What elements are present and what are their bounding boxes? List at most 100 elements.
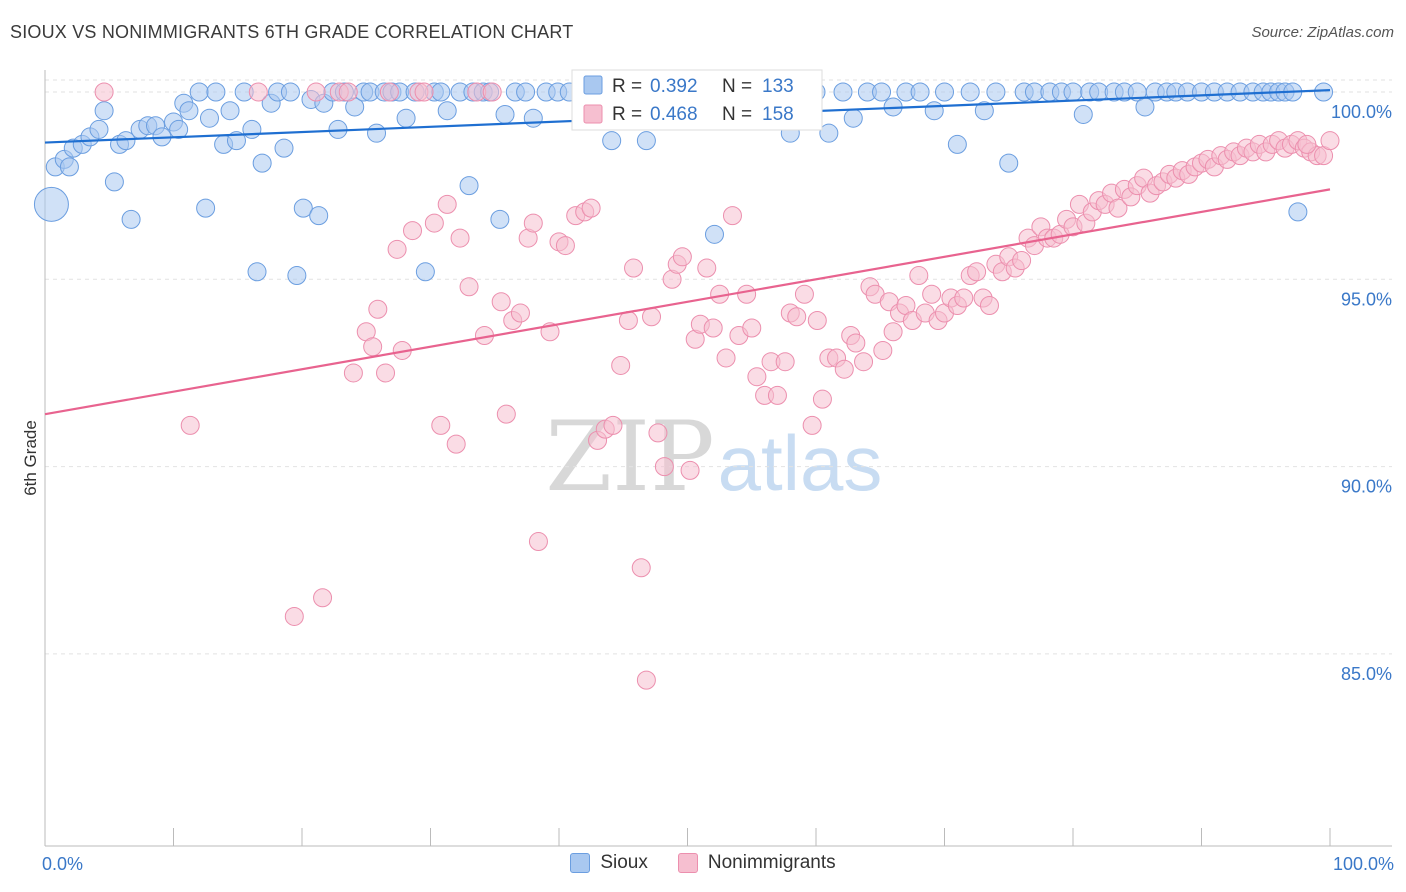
sioux-point bbox=[490, 209, 510, 229]
nonimmigrants-point bbox=[313, 588, 333, 608]
sioux-n-value: 133 bbox=[762, 76, 794, 97]
sioux-point bbox=[636, 131, 656, 151]
y-tick-label: 90.0% bbox=[1341, 477, 1392, 497]
nonimmigrants-point bbox=[787, 307, 807, 327]
nonimmigrants-point bbox=[555, 236, 575, 256]
y-tick-label: 95.0% bbox=[1341, 289, 1392, 309]
nonimmigrants-point bbox=[648, 423, 668, 443]
sioux-point bbox=[960, 82, 980, 102]
nonimmigrants-point bbox=[387, 239, 407, 259]
legend-label-nonimmigrants: Nonimmigrants bbox=[707, 852, 836, 873]
sioux-point bbox=[59, 157, 79, 177]
sioux-point bbox=[121, 209, 141, 229]
nonimmigrants-point bbox=[812, 389, 832, 409]
nonimmigrants-point bbox=[742, 318, 762, 338]
legend-item-sioux: Sioux bbox=[570, 852, 648, 874]
sioux-point bbox=[293, 198, 313, 218]
nonimmigrants-point bbox=[496, 404, 516, 424]
nonimmigrants-point bbox=[631, 558, 651, 578]
y-tick-label: 100.0% bbox=[1331, 102, 1392, 122]
sioux-point bbox=[226, 131, 246, 151]
nonimmigrants-point bbox=[954, 288, 974, 308]
y-axis-label: 6th Grade bbox=[21, 420, 40, 496]
sioux-r-label: R = bbox=[612, 76, 642, 97]
sioux-point bbox=[415, 262, 435, 282]
source-attribution: Source: ZipAtlas.com bbox=[1251, 24, 1394, 41]
nonimmigrants-point bbox=[747, 367, 767, 387]
nonimmigrants-point bbox=[510, 303, 530, 323]
nonimmigrants-point bbox=[437, 194, 457, 214]
watermark-zip: ZIP bbox=[545, 401, 714, 513]
sioux-point bbox=[252, 153, 272, 173]
sioux-point bbox=[196, 198, 216, 218]
nonimmigrants-point bbox=[854, 352, 874, 372]
sioux-point bbox=[974, 101, 994, 121]
sioux-point bbox=[242, 119, 262, 139]
nonimmigrants-point bbox=[775, 352, 795, 372]
nonimmigrants-point bbox=[482, 82, 502, 102]
nonimmigrants-point bbox=[379, 82, 399, 102]
nonimmigrants-point bbox=[624, 258, 644, 278]
nonimmigrants-points bbox=[94, 82, 1340, 690]
tick-labels: 100.0% 95.0% 90.0% 85.0% 0.0% 100.0% bbox=[42, 102, 1394, 874]
sioux-point bbox=[280, 82, 300, 102]
sioux-point bbox=[189, 82, 209, 102]
sioux-point bbox=[819, 123, 839, 143]
sioux-point bbox=[437, 101, 457, 121]
nonimmigrants-point bbox=[523, 213, 543, 233]
sioux-point bbox=[986, 82, 1006, 102]
sioux-point bbox=[367, 123, 387, 143]
nonimmigrants-point bbox=[883, 322, 903, 342]
sioux-point bbox=[935, 82, 954, 102]
sioux-point bbox=[179, 101, 199, 121]
nonimmigrants-point bbox=[450, 228, 470, 248]
watermark-atlas: atlas bbox=[718, 419, 883, 507]
nonimmigrants-point bbox=[343, 363, 363, 383]
sioux-point bbox=[947, 134, 967, 154]
nonimmigrants-point bbox=[909, 266, 929, 286]
nonimmigrants-point bbox=[528, 532, 548, 552]
nonimmigrants-point bbox=[603, 415, 623, 435]
sioux-n-label: N = bbox=[722, 76, 752, 97]
sioux-legend-swatch bbox=[583, 75, 603, 95]
nonimmigrants-point bbox=[642, 307, 662, 327]
sioux-point bbox=[274, 138, 294, 158]
nonimmigrants-point bbox=[794, 284, 814, 304]
nonimmigrants-point bbox=[767, 385, 787, 405]
nonimmigrants-point bbox=[834, 359, 854, 379]
nonimmigrants-point bbox=[611, 355, 631, 375]
sioux-point bbox=[104, 172, 124, 192]
nonimmigrants-point bbox=[446, 434, 466, 454]
nonimmigrants-n-value: 158 bbox=[762, 104, 794, 125]
sioux-point bbox=[602, 131, 622, 151]
nonimmigrants-point bbox=[363, 337, 383, 357]
nonimmigrants-swatch bbox=[677, 853, 698, 873]
sioux-point bbox=[431, 82, 451, 102]
nonimmigrants-r-label: R = bbox=[612, 104, 642, 125]
sioux-point bbox=[1135, 97, 1155, 117]
nonimmigrants-point bbox=[306, 82, 326, 102]
nonimmigrants-point bbox=[459, 277, 479, 297]
sioux-point bbox=[1063, 82, 1083, 102]
sioux-point bbox=[89, 119, 109, 139]
sioux-point bbox=[704, 224, 724, 244]
sioux-point bbox=[206, 82, 226, 102]
sioux-point bbox=[495, 104, 515, 124]
nonimmigrants-point bbox=[802, 415, 822, 435]
nonimmigrants-point bbox=[1012, 251, 1032, 271]
nonimmigrants-point bbox=[979, 296, 999, 316]
sioux-point bbox=[999, 153, 1019, 173]
nonimmigrants-point bbox=[967, 262, 987, 282]
nonimmigrants-point bbox=[376, 363, 396, 383]
nonimmigrants-legend-swatch bbox=[583, 104, 603, 124]
nonimmigrants-point bbox=[672, 247, 692, 267]
sioux-point bbox=[1314, 82, 1334, 102]
nonimmigrants-point bbox=[1320, 131, 1340, 151]
sioux-point bbox=[1288, 202, 1308, 222]
nonimmigrants-point bbox=[180, 415, 200, 435]
nonimmigrants-point bbox=[680, 460, 700, 480]
sioux-point bbox=[516, 82, 536, 102]
nonimmigrants-point bbox=[414, 82, 434, 102]
sioux-point bbox=[309, 206, 329, 226]
